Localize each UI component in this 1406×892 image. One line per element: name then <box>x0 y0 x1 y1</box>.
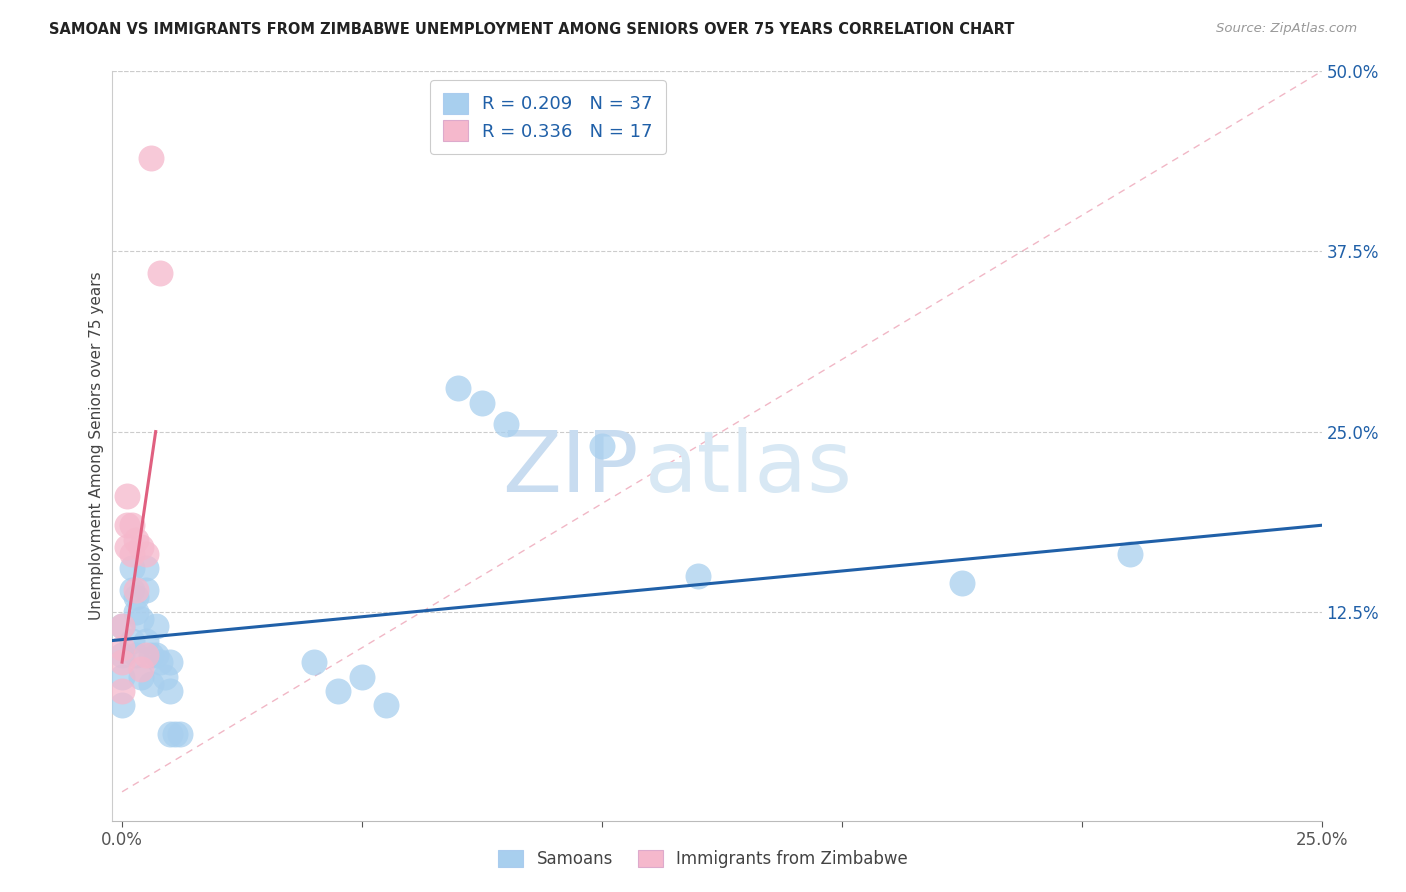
Point <box>1118 547 1140 561</box>
Point <box>155 669 177 683</box>
Point <box>111 684 134 698</box>
Point <box>125 648 148 662</box>
Point <box>159 655 181 669</box>
Y-axis label: Unemployment Among Seniors over 75 years: Unemployment Among Seniors over 75 years <box>89 272 104 620</box>
Point <box>115 518 138 533</box>
Text: SAMOAN VS IMMIGRANTS FROM ZIMBABWE UNEMPLOYMENT AMONG SENIORS OVER 75 YEARS CORR: SAMOAN VS IMMIGRANTS FROM ZIMBABWE UNEMP… <box>49 22 1015 37</box>
Point <box>159 727 181 741</box>
Point <box>121 583 143 598</box>
Point <box>111 619 134 633</box>
Text: ZIP: ZIP <box>502 427 638 510</box>
Text: atlas: atlas <box>644 427 852 510</box>
Point <box>495 417 517 432</box>
Point <box>139 677 162 691</box>
Point <box>591 439 613 453</box>
Legend: R = 0.209   N = 37, R = 0.336   N = 17: R = 0.209 N = 37, R = 0.336 N = 17 <box>430 80 665 153</box>
Point <box>950 575 973 590</box>
Point <box>139 151 162 165</box>
Point <box>686 568 709 582</box>
Point <box>121 547 143 561</box>
Point <box>135 633 157 648</box>
Point <box>125 605 148 619</box>
Point <box>149 266 172 280</box>
Point <box>135 561 157 575</box>
Point <box>129 540 152 554</box>
Point <box>135 547 157 561</box>
Point <box>115 540 138 554</box>
Point <box>159 684 181 698</box>
Point <box>111 655 134 669</box>
Point <box>375 698 398 713</box>
Point <box>129 612 152 626</box>
Text: Source: ZipAtlas.com: Source: ZipAtlas.com <box>1216 22 1357 36</box>
Point <box>145 648 167 662</box>
Point <box>121 518 143 533</box>
Point <box>129 662 152 676</box>
Point <box>302 655 325 669</box>
Point <box>125 533 148 547</box>
Legend: Samoans, Immigrants from Zimbabwe: Samoans, Immigrants from Zimbabwe <box>492 843 914 875</box>
Point <box>447 381 470 395</box>
Point <box>111 648 134 662</box>
Point <box>115 490 138 504</box>
Point <box>145 619 167 633</box>
Point <box>125 591 148 605</box>
Point <box>111 619 134 633</box>
Point <box>111 640 134 655</box>
Point <box>471 396 494 410</box>
Point <box>326 684 349 698</box>
Point <box>139 648 162 662</box>
Point <box>163 727 186 741</box>
Point <box>121 633 143 648</box>
Point <box>111 669 134 683</box>
Point <box>135 583 157 598</box>
Point <box>350 669 373 683</box>
Point <box>111 698 134 713</box>
Point <box>125 583 148 598</box>
Point <box>121 561 143 575</box>
Point <box>129 669 152 683</box>
Point <box>169 727 191 741</box>
Point <box>149 655 172 669</box>
Point <box>135 648 157 662</box>
